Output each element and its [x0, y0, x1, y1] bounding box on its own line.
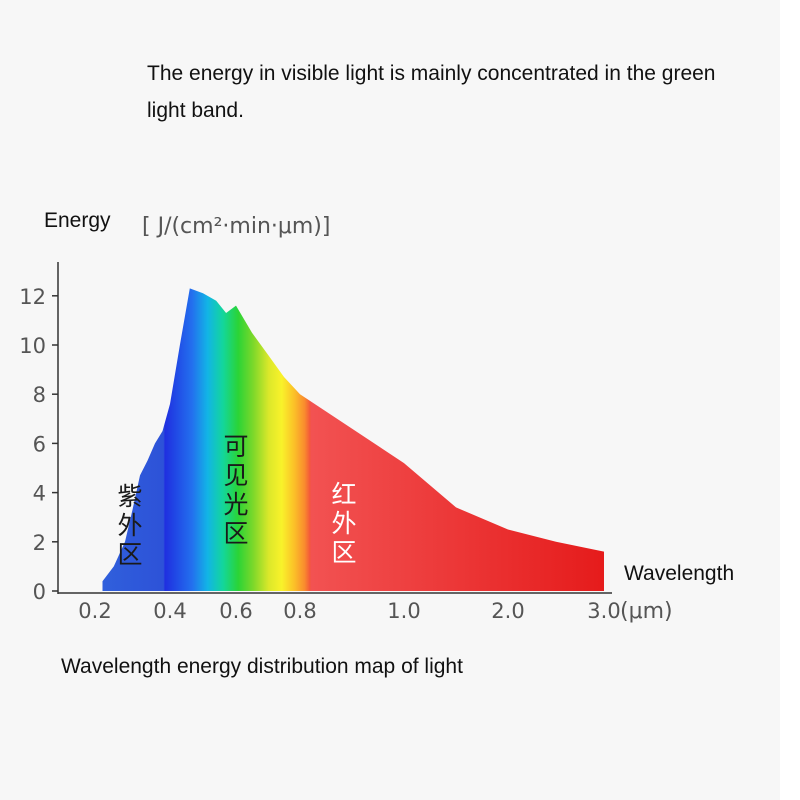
y-tick-label: 2 [33, 531, 46, 555]
y-tick-label: 12 [19, 285, 46, 309]
chart-caption: The energy in visible light is mainly co… [147, 62, 716, 122]
x-axis-unit: (μm) [620, 599, 673, 624]
y-axis-label: Energy [44, 209, 111, 232]
region-label: 可见光区 [223, 432, 248, 548]
x-tick-label: 0.2 [78, 599, 111, 623]
y-tick-label: 8 [33, 383, 46, 407]
x-axis-label: Wavelength [624, 562, 734, 585]
chart-footer-title: Wavelength energy distribution map of li… [61, 655, 463, 678]
y-axis-unit: [ J/(cm²·min·μm)] [142, 214, 330, 239]
page-edge-strip [780, 0, 800, 800]
region-label: 红外区 [331, 480, 356, 567]
y-tick-label: 10 [19, 334, 46, 358]
energy-curve-area [102, 288, 604, 591]
region-label: 紫外区 [117, 482, 142, 569]
x-tick-label: 0.4 [153, 599, 186, 623]
x-tick-label: 0.8 [283, 599, 316, 623]
y-tick-label: 6 [33, 432, 46, 456]
x-tick-label: 1.0 [387, 599, 420, 623]
x-tick-label: 2.0 [491, 599, 524, 623]
x-tick-label: 0.6 [219, 599, 252, 623]
x-tick-label: 3.0 [587, 599, 620, 623]
y-tick-label: 4 [33, 482, 46, 506]
y-tick-label: 0 [33, 580, 46, 604]
